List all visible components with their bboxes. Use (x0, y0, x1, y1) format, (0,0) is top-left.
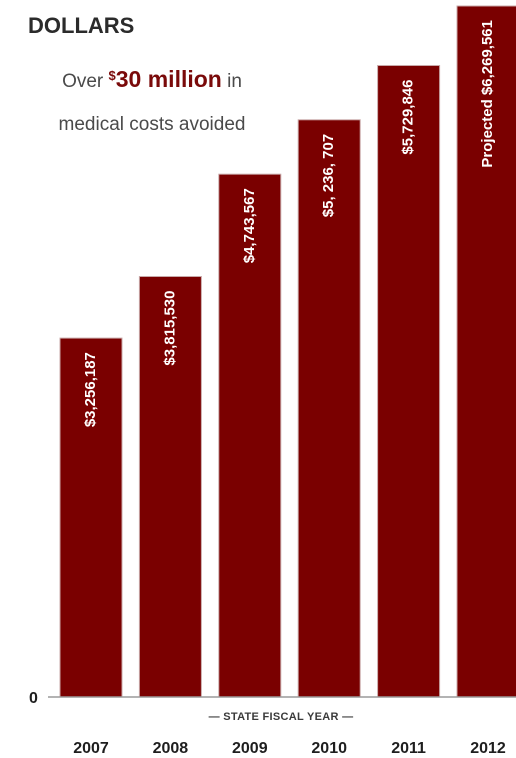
annotation-prefix: Over (62, 71, 108, 92)
bar-2008 (138, 276, 202, 698)
x-tick-2010: 2010 (311, 740, 347, 757)
x-tick-2012: 2012 (470, 740, 506, 757)
x-ticks-group: 2007 2008 2009 2010 2011 2012 (73, 740, 506, 757)
bar-value-label-2010: $5, 236, 707 (320, 134, 337, 217)
bar-value-label-2011: $5,729,846 (400, 80, 417, 155)
x-tick-2007: 2007 (73, 740, 109, 757)
bars-group (59, 5, 516, 698)
y-axis-title: DOLLARS (28, 13, 134, 38)
bar-value-label-2007: $3,256,187 (82, 352, 99, 427)
bar-value-label-2008: $3,815,530 (161, 291, 178, 366)
bar-2011 (377, 65, 441, 698)
bar-labels-group: $3,256,187 $3,815,530 $4,743,567 $5, 236, 7… (82, 20, 496, 427)
annotation-line-1: Over $30 million in (62, 66, 242, 92)
y-axis-zero-label: 0 (29, 690, 38, 707)
annotation-line-2: medical costs avoided (59, 114, 246, 135)
x-axis-title: — STATE FISCAL YEAR — (209, 711, 354, 723)
x-tick-2009: 2009 (232, 740, 268, 757)
bar-2009 (218, 173, 282, 698)
bar-value-label-2012: Projected $6,269,561 (479, 20, 496, 168)
annotation-currency: $ (109, 68, 117, 83)
annotation-suffix: in (222, 71, 242, 92)
x-tick-2011: 2011 (391, 740, 426, 757)
annotation-amount: 30 million (116, 66, 222, 92)
bar-2012 (456, 5, 516, 698)
x-tick-2008: 2008 (153, 740, 189, 757)
bar-value-label-2009: $4,743,567 (241, 188, 258, 263)
bar-2007 (59, 337, 123, 698)
